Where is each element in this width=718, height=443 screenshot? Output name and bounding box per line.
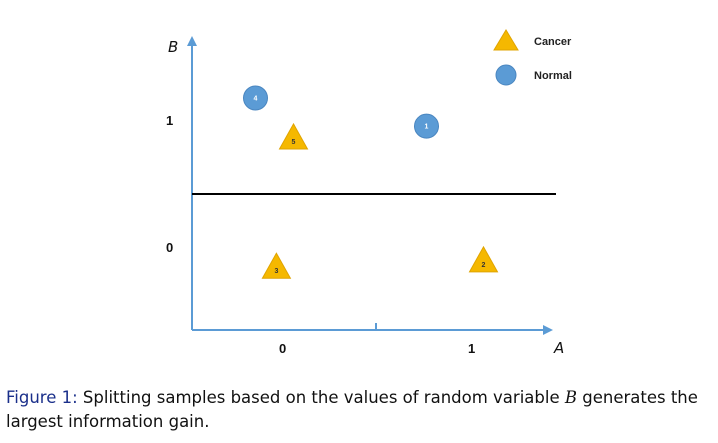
y-axis-label: B — [168, 38, 178, 56]
point-label-4: 4 — [254, 96, 258, 103]
point-label-3: 3 — [274, 268, 278, 275]
cancer-triangle-marker — [278, 122, 309, 150]
normal-circle-marker — [414, 113, 439, 139]
caption-text-before: Splitting samples based on the values of… — [77, 388, 565, 407]
point-label-1: 1 — [425, 124, 429, 131]
data-point-4: 4 — [243, 85, 268, 111]
legend-normal-label: Normal — [534, 70, 572, 82]
data-point-5: 5 — [278, 122, 309, 150]
caption-label: Figure 1: — [6, 388, 78, 407]
cancer-triangle-marker — [468, 245, 499, 273]
legend-cancer-label: Cancer — [534, 36, 572, 48]
cancer-triangle-marker — [261, 252, 292, 279]
data-point-3: 3 — [261, 252, 292, 279]
legend-normal-marker — [495, 64, 517, 86]
legend-cancer-marker — [493, 29, 519, 51]
x-tick-label-0: 0 — [279, 341, 286, 356]
figure-caption: Figure 1: Splitting samples based on the… — [6, 386, 712, 434]
points-layer: 1 2 3 4 5 — [243, 85, 499, 279]
y-tick-label-0: 0 — [166, 240, 173, 255]
figure-chart: B A 1 0 0 1 Cancer Normal 1 2 3 4 5 — [166, 29, 572, 357]
point-label-5: 5 — [292, 139, 296, 146]
x-axis-label: A — [553, 339, 564, 357]
normal-circle-marker — [243, 85, 268, 111]
y-tick-label-1: 1 — [166, 113, 173, 128]
caption-text-after: generates the largest information gain. — [6, 388, 698, 431]
data-point-2: 2 — [468, 245, 499, 273]
data-point-1: 1 — [414, 113, 439, 139]
caption-variable: B — [564, 388, 577, 407]
x-tick-label-1: 1 — [468, 341, 475, 356]
y-axis-arrow — [187, 36, 197, 46]
point-label-2: 2 — [482, 262, 486, 269]
x-axis-arrow — [543, 325, 553, 335]
